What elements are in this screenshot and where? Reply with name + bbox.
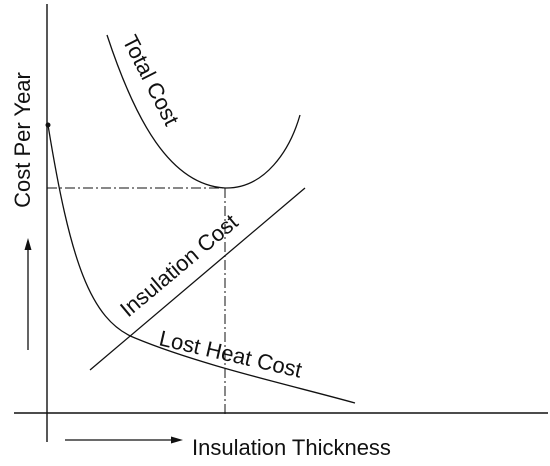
total-cost-label: Total Cost	[118, 31, 185, 130]
x-axis-label: Insulation Thickness	[192, 435, 391, 460]
insulation-cost-label: Insulation Cost	[115, 209, 243, 322]
y-arrow-head	[24, 238, 32, 250]
total-cost-curve	[106, 34, 301, 189]
start-dot	[45, 122, 51, 128]
x-arrow-head	[171, 436, 183, 444]
insulation-cost-line	[89, 187, 306, 371]
y-axis-label: Cost Per Year	[10, 72, 35, 208]
lost-heat-curve	[47, 124, 356, 404]
lost-heat-cost-label: Lost Heat Cost	[157, 326, 304, 383]
